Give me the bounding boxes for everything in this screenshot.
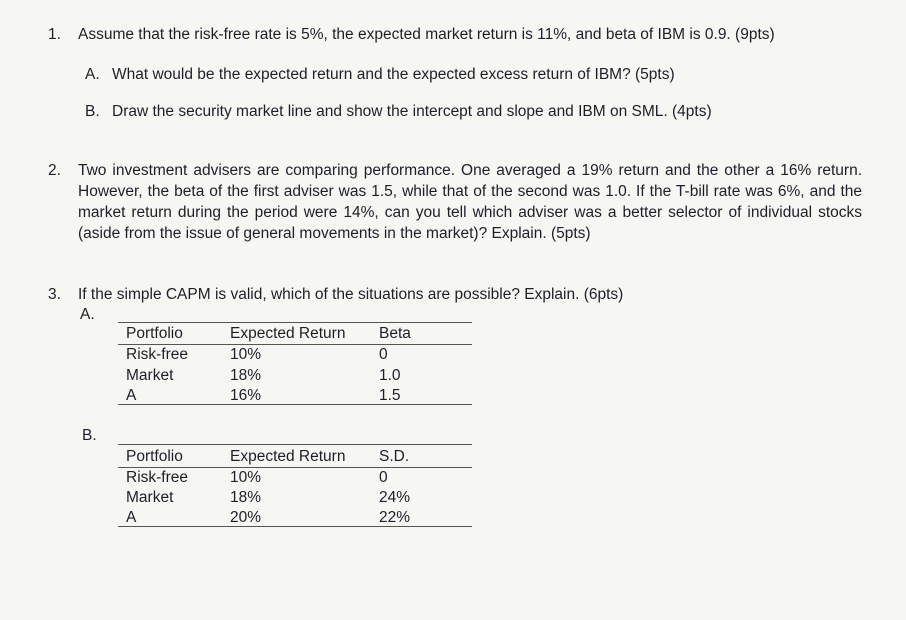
table-header: Portfolio <box>126 448 183 465</box>
table-header: Beta <box>379 325 411 342</box>
table-header: S.D. <box>379 448 410 465</box>
table-cell: Market <box>126 489 174 506</box>
table-cell: 0 <box>379 346 388 363</box>
part-label: B. <box>85 103 100 120</box>
table-cell: 1.5 <box>379 387 401 404</box>
table-rule <box>118 526 472 527</box>
part-text: Draw the security market line and show t… <box>112 103 712 120</box>
question-text: Two investment advisers are comparing pe… <box>78 162 862 242</box>
table-cell: 24% <box>379 489 411 506</box>
table-cell: A <box>126 509 137 526</box>
table-cell: A <box>126 387 137 404</box>
question-number: 2. <box>48 162 61 179</box>
table-cell: 16% <box>230 387 262 404</box>
table-cell: Risk-free <box>126 469 189 486</box>
table-rule <box>118 404 472 405</box>
question-number: 1. <box>48 26 61 43</box>
table-cell: 10% <box>230 346 262 363</box>
table-cell: 18% <box>230 489 262 506</box>
table-rule <box>118 467 472 468</box>
table-header: Expected Return <box>230 448 346 465</box>
table-rule <box>118 444 472 445</box>
table-rule <box>118 344 472 345</box>
table-header: Portfolio <box>126 325 183 342</box>
question-text: If the simple CAPM is valid, which of th… <box>78 286 624 303</box>
table-cell: 22% <box>379 509 411 526</box>
part-label: A. <box>80 306 95 323</box>
part-text: What would be the expected return and th… <box>112 66 675 83</box>
table-cell: 20% <box>230 509 262 526</box>
table-cell: 0 <box>379 469 388 486</box>
table-cell: Risk-free <box>126 346 189 363</box>
question-text: Assume that the risk-free rate is 5%, th… <box>78 26 775 43</box>
table-cell: 10% <box>230 469 262 486</box>
part-label: A. <box>85 66 100 83</box>
table-cell: 18% <box>230 367 262 384</box>
table-header: Expected Return <box>230 325 346 342</box>
table-cell: Market <box>126 367 174 384</box>
part-label: B. <box>82 427 97 444</box>
table-rule <box>118 322 472 323</box>
table-cell: 1.0 <box>379 367 401 384</box>
question-number: 3. <box>48 286 61 303</box>
